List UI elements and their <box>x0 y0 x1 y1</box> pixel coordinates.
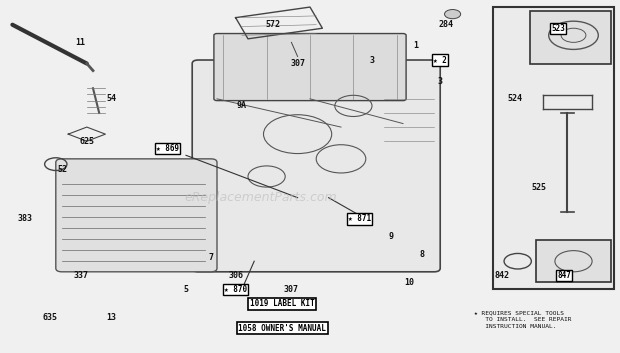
Text: 383: 383 <box>17 214 32 223</box>
Text: ★ 869: ★ 869 <box>156 144 179 153</box>
Text: 847: 847 <box>557 271 571 280</box>
Text: 525: 525 <box>532 183 547 192</box>
Text: 635: 635 <box>42 313 57 322</box>
Text: 842: 842 <box>495 271 510 280</box>
Text: ★ REQUIRES SPECIAL TOOLS
   TO INSTALL.  SEE REPAIR
   INSTRUCTION MANUAL.: ★ REQUIRES SPECIAL TOOLS TO INSTALL. SEE… <box>474 311 572 329</box>
Text: eReplacementParts.com: eReplacementParts.com <box>184 191 337 204</box>
Text: 284: 284 <box>439 20 454 29</box>
Text: 572: 572 <box>265 20 280 29</box>
FancyBboxPatch shape <box>56 159 217 272</box>
Text: 10: 10 <box>404 278 414 287</box>
Text: 54: 54 <box>107 94 117 103</box>
Text: 524: 524 <box>507 94 522 103</box>
Text: 307: 307 <box>290 59 305 68</box>
FancyBboxPatch shape <box>214 34 406 101</box>
Text: 9: 9 <box>388 232 393 241</box>
Text: 5: 5 <box>184 285 188 294</box>
Text: ★ 871: ★ 871 <box>348 214 371 223</box>
Text: 13: 13 <box>107 313 117 322</box>
Text: ★ 870: ★ 870 <box>224 285 247 294</box>
Text: ★ 2: ★ 2 <box>433 55 447 65</box>
Text: 3: 3 <box>370 55 374 65</box>
Text: 9A: 9A <box>237 101 247 110</box>
Text: 337: 337 <box>73 271 88 280</box>
Bar <box>530 11 611 64</box>
Text: 306: 306 <box>228 271 243 280</box>
Text: 307: 307 <box>284 285 299 294</box>
Text: 1058 OWNER'S MANUAL: 1058 OWNER'S MANUAL <box>238 324 326 333</box>
Text: 8: 8 <box>419 250 424 259</box>
Text: 1: 1 <box>413 41 418 50</box>
Text: 523: 523 <box>551 24 565 33</box>
FancyBboxPatch shape <box>192 60 440 272</box>
Text: 625: 625 <box>79 137 94 146</box>
Text: 1019 LABEL KIT: 1019 LABEL KIT <box>250 299 314 308</box>
Text: 7: 7 <box>208 253 213 262</box>
Bar <box>493 7 614 289</box>
Text: 11: 11 <box>76 38 86 47</box>
Bar <box>536 240 611 282</box>
Text: 52: 52 <box>57 165 67 174</box>
Circle shape <box>445 10 461 19</box>
Text: 3: 3 <box>438 77 443 86</box>
